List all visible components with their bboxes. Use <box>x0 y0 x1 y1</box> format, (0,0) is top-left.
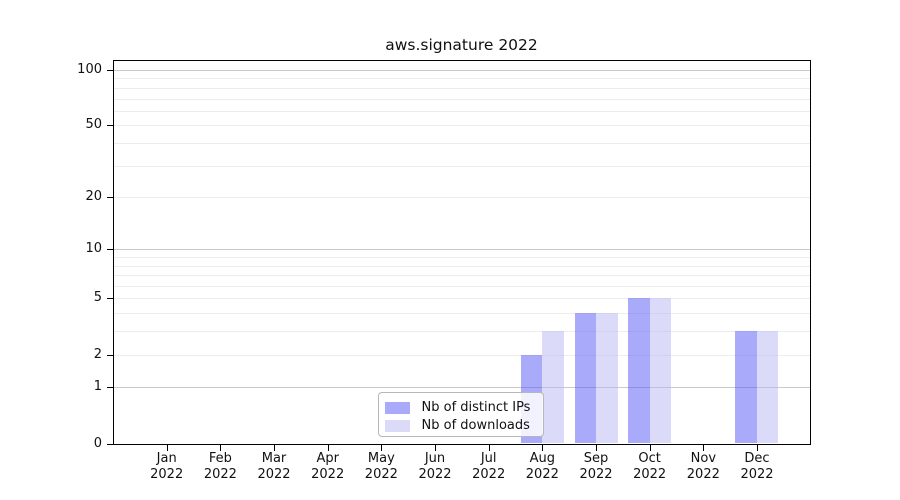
x-tick-mark <box>274 444 276 451</box>
y-tick-mark <box>106 354 113 356</box>
x-tick-label: Dec 2022 <box>740 451 774 482</box>
x-tick-label: Oct 2022 <box>633 451 667 482</box>
y-tick-label: 5 <box>93 290 102 306</box>
legend-swatch-icon <box>384 401 410 414</box>
gridline-minor <box>113 354 810 356</box>
gridline-major <box>113 70 810 71</box>
gridline-minor <box>113 275 810 277</box>
gridline-minor <box>113 78 810 80</box>
y-tick-label: 10 <box>85 241 102 257</box>
left-spine <box>112 60 114 444</box>
bar-nb-of-downloads-aug <box>542 331 564 444</box>
x-tick-mark <box>542 444 544 451</box>
x-tick-mark <box>756 444 758 451</box>
legend-item: Nb of distinct IPs <box>384 399 535 416</box>
plot-area: Nb of distinct IPs Nb of downloads <box>113 60 810 444</box>
gridline-minor <box>113 165 810 167</box>
bar-nb-of-downloads-oct <box>649 298 672 444</box>
bottom-spine <box>112 443 811 445</box>
x-tick-mark <box>220 444 222 451</box>
x-tick-label: Jul 2022 <box>472 451 506 482</box>
legend-item-label: Nb of distinct IPs <box>421 399 531 415</box>
bar-nb-of-downloads-sep <box>596 313 618 444</box>
bar-nb-of-distinct-ips-oct <box>628 298 650 444</box>
y-tick-label: 50 <box>85 117 102 133</box>
x-tick-label: Apr 2022 <box>311 451 345 482</box>
gridline-minor <box>113 331 810 333</box>
x-tick-mark <box>596 444 597 451</box>
gridline-minor <box>113 265 810 267</box>
y-tick-label: 2 <box>93 346 102 362</box>
x-tick-label: Jan 2022 <box>150 451 184 482</box>
gridline-minor <box>113 98 810 100</box>
right-spine <box>810 60 811 444</box>
gridline-minor <box>113 87 810 89</box>
gridline-minor <box>113 110 810 112</box>
x-tick-label: Jun 2022 <box>418 451 452 482</box>
y-tick-label: 20 <box>85 189 102 205</box>
legend: Nb of distinct IPs Nb of downloads <box>377 391 544 437</box>
gridline-minor <box>113 197 810 199</box>
bar-nb-of-distinct-ips-dec <box>735 331 757 444</box>
x-tick-mark <box>703 444 705 451</box>
top-spine <box>112 60 811 61</box>
y-tick-mark <box>106 125 113 127</box>
y-tick-label: 100 <box>77 62 102 77</box>
x-tick-mark <box>488 444 490 451</box>
gridline-major <box>113 249 810 251</box>
y-tick-mark <box>106 70 113 71</box>
bar-nb-of-distinct-ips-sep <box>574 313 596 444</box>
y-tick-mark <box>106 298 113 300</box>
y-tick-mark <box>106 249 113 251</box>
gridline-minor <box>113 257 810 259</box>
x-tick-label: Nov 2022 <box>686 451 720 482</box>
gridline-major <box>113 387 810 389</box>
x-tick-label: Aug 2022 <box>525 451 559 482</box>
x-tick-mark <box>435 444 436 451</box>
y-tick-label: 0 <box>93 435 102 451</box>
y-tick-mark <box>106 387 113 389</box>
bar-nb-of-downloads-dec <box>756 331 779 444</box>
gridline-minor <box>113 298 810 300</box>
x-tick-label: May 2022 <box>364 451 398 482</box>
x-tick-mark <box>381 444 383 451</box>
gridline-minor <box>113 286 810 288</box>
x-tick-label: Mar 2022 <box>257 451 291 482</box>
x-tick-mark <box>649 444 651 451</box>
x-tick-label: Sep 2022 <box>579 451 613 482</box>
x-tick-label: Feb 2022 <box>203 451 237 482</box>
chart-title: aws.signature 2022 <box>385 36 538 54</box>
gridline-minor <box>113 313 810 315</box>
gridline-minor <box>113 142 810 144</box>
y-tick-label: 1 <box>93 379 102 395</box>
y-tick-mark <box>106 443 113 445</box>
gridline-minor <box>113 125 810 127</box>
x-tick-mark <box>166 444 168 451</box>
y-tick-mark <box>106 197 113 199</box>
legend-swatch-icon <box>384 419 410 432</box>
x-tick-mark <box>327 444 329 451</box>
legend-item-label: Nb of downloads <box>421 417 530 433</box>
legend-item: Nb of downloads <box>384 417 535 434</box>
